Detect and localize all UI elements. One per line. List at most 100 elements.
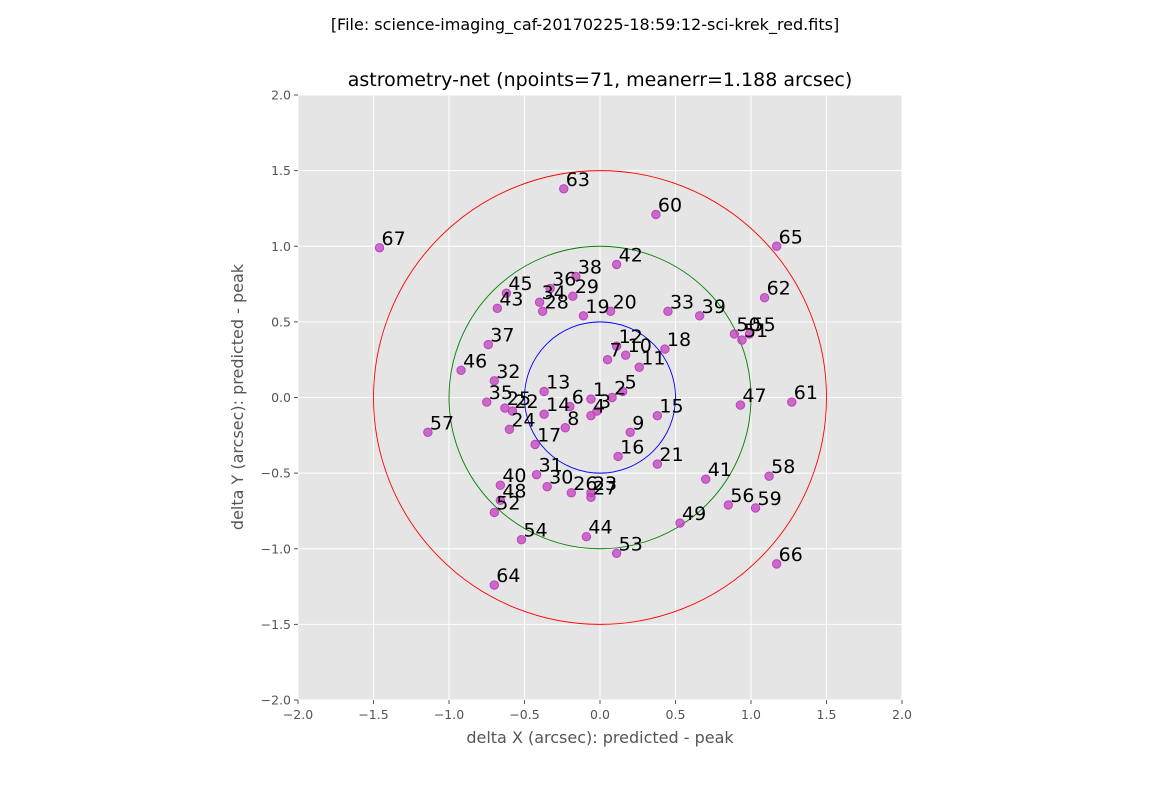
data-point	[634, 362, 644, 372]
data-point	[537, 306, 548, 316]
data-point	[542, 482, 552, 492]
chart-title: astrometry-net (npoints=71, meanerr=1.18…	[348, 69, 853, 91]
data-point	[489, 376, 499, 386]
point-label: 14	[546, 394, 570, 416]
point-label: 48	[502, 480, 526, 502]
point-label: 1	[593, 379, 605, 401]
data-point	[611, 548, 622, 558]
data-point	[613, 451, 623, 462]
point-label: 2	[614, 378, 626, 400]
data-point	[586, 394, 596, 404]
data-point	[617, 386, 628, 397]
data-point	[530, 439, 540, 450]
point-label: 43	[499, 288, 523, 310]
y-axis-ticks: −2.0 −1.5 −1.0 −0.5 0.0 0.5 1.0 1.5 2.0	[261, 88, 298, 708]
error-circle	[373, 170, 827, 625]
point-label: 3	[599, 391, 611, 413]
data-point	[495, 495, 506, 506]
point-label: 18	[667, 329, 691, 351]
y-tick-label: −2.0	[261, 693, 291, 708]
data-point	[489, 580, 499, 590]
x-tick-label: −2.0	[283, 707, 313, 722]
x-tick-label: 1.5	[817, 707, 837, 722]
point-label: 62	[767, 278, 791, 300]
point-label: 50	[736, 314, 760, 336]
x-tick-label: −1.0	[434, 707, 464, 722]
point-label: 20	[613, 291, 637, 313]
data-point	[456, 365, 466, 375]
point-label: 44	[588, 517, 612, 539]
y-tick-label: −0.5	[261, 466, 291, 481]
y-tick-label: 1.5	[271, 163, 291, 178]
point-label: 67	[382, 228, 406, 250]
data-point	[729, 329, 740, 339]
data-point	[660, 344, 670, 354]
point-label: 51	[744, 320, 768, 342]
point-label: 15	[659, 396, 683, 418]
y-tick-label: −1.0	[261, 541, 291, 556]
data-point	[737, 335, 747, 345]
error-circles	[373, 170, 827, 625]
point-label: 38	[578, 257, 602, 279]
point-label: 34	[542, 282, 566, 304]
point-label: 45	[508, 273, 532, 295]
point-label: 4	[593, 396, 605, 418]
point-label: 27	[593, 477, 617, 499]
data-point	[735, 400, 746, 410]
point-label: 25	[507, 388, 531, 410]
x-tick-label: −1.5	[358, 707, 388, 722]
point-label: 65	[779, 226, 803, 248]
data-point	[501, 288, 512, 298]
data-point	[625, 427, 635, 437]
error-circle	[524, 321, 676, 474]
data-point	[565, 401, 575, 412]
point-label: 63	[566, 169, 590, 191]
data-point	[539, 409, 549, 419]
point-label: 12	[619, 326, 643, 348]
y-tick-label: −1.5	[261, 617, 291, 632]
point-label: 42	[619, 244, 643, 266]
data-point	[495, 480, 506, 490]
data-point	[602, 354, 613, 365]
point-label: 17	[537, 424, 561, 446]
point-label: 7	[610, 340, 622, 362]
y-axis-label: delta Y (arcsec): predicted - peak	[228, 263, 247, 530]
x-tick-label: 1.0	[741, 707, 761, 722]
point-label: 28	[545, 291, 569, 313]
data-point	[652, 410, 663, 421]
point-label: 57	[430, 412, 454, 434]
y-tick-label: 0.0	[271, 390, 291, 405]
data-point	[759, 292, 770, 303]
point-label: 13	[546, 371, 570, 393]
point-label: 9	[632, 412, 644, 434]
data-point	[652, 459, 663, 469]
point-label: 46	[463, 350, 487, 372]
point-label: 16	[620, 436, 644, 458]
data-point	[423, 427, 433, 437]
data-point	[483, 339, 493, 350]
point-label: 26	[573, 473, 597, 495]
data-point	[586, 492, 596, 503]
point-label: 11	[641, 347, 665, 369]
point-label: 29	[575, 276, 599, 298]
error-circle	[448, 245, 752, 550]
data-point	[531, 469, 542, 480]
data-point	[611, 341, 622, 351]
point-label: 58	[771, 456, 795, 478]
point-label: 66	[779, 544, 803, 566]
data-point	[374, 243, 385, 253]
point-label: 32	[496, 361, 520, 383]
x-tick-label: −0.5	[509, 707, 539, 722]
data-point	[489, 507, 499, 518]
x-tick-label: 0.0	[590, 707, 610, 722]
point-label: 55	[751, 314, 775, 336]
data-point	[492, 303, 503, 313]
data-point	[605, 306, 616, 316]
data-point	[750, 503, 761, 513]
figure-suptitle: [File: science-imaging_caf-20170225-18:5…	[331, 15, 839, 35]
data-point	[578, 311, 589, 321]
x-tick-label: 0.5	[666, 707, 686, 722]
x-axis-label: delta X (arcsec): predicted - peak	[466, 728, 734, 747]
